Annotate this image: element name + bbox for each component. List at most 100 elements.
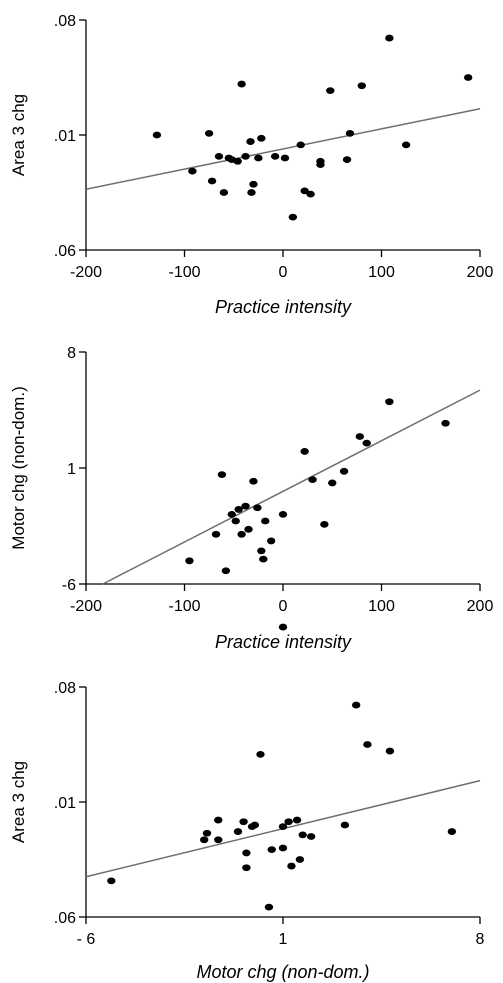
panel-area3-vs-practice-intensity: -200 -100 0 100 200 .06 .01 .08 Practice intensi… [9, 13, 493, 317]
data-point [278, 823, 288, 831]
data-point [247, 189, 256, 196]
x-tick-label: -200 [70, 598, 102, 615]
data-point [385, 34, 394, 42]
x-tick-label: 100 [368, 598, 395, 615]
data-point [217, 471, 227, 479]
data-point [278, 511, 288, 518]
data-point [214, 152, 224, 160]
data-point [298, 831, 307, 839]
data-point [257, 547, 266, 555]
data-point [227, 511, 236, 518]
data-point [342, 156, 352, 164]
data-point [244, 525, 253, 533]
data-point [296, 141, 305, 149]
data-point [188, 167, 197, 175]
data-point [292, 816, 302, 824]
data-point [253, 504, 262, 512]
data-point [385, 398, 394, 406]
regression-line [85, 107, 481, 190]
y-tick-label: .08 [54, 13, 76, 30]
x-tick-label: -100 [168, 598, 200, 615]
data-point [219, 189, 229, 196]
x-axis-title: Motor chg (non-dom.) [196, 962, 369, 982]
data-point [237, 80, 246, 88]
x-axis-title: Practice intensity [215, 297, 352, 317]
data-point [270, 152, 280, 160]
data-point [401, 141, 411, 149]
data-point [241, 152, 250, 160]
data-point [233, 157, 242, 165]
data-point [278, 844, 288, 852]
data-point [441, 419, 450, 427]
regression-line [102, 389, 481, 585]
data-point [362, 439, 371, 447]
data-point [256, 750, 265, 758]
x-tick-label: 100 [368, 264, 395, 281]
data-point [202, 829, 212, 837]
x-tick-label: 200 [467, 598, 494, 615]
y-tick-label: -6 [62, 577, 76, 594]
data-point [257, 134, 266, 142]
data-point [107, 877, 116, 885]
data-point [340, 821, 350, 829]
y-tick-label: .01 [54, 795, 76, 812]
data-point [357, 82, 366, 90]
data-point [278, 623, 288, 631]
data-point [242, 849, 251, 857]
data-point [320, 520, 329, 528]
data-point [249, 477, 258, 485]
data-point [234, 506, 243, 513]
y-tick-label: .06 [54, 910, 76, 927]
data-point [295, 856, 305, 863]
data-point [200, 836, 209, 844]
data-point [214, 836, 223, 844]
x-tick-label: 200 [467, 264, 494, 281]
data-point [221, 567, 231, 575]
data-point [204, 129, 214, 137]
data-point [306, 833, 316, 840]
data-point [237, 530, 246, 538]
data-point [339, 467, 349, 475]
data-point [211, 530, 221, 538]
data-point [261, 517, 270, 525]
x-axis-title: Practice intensity [215, 632, 352, 652]
data-point [259, 555, 268, 563]
data-point [316, 161, 325, 168]
y-tick-label: 8 [67, 345, 76, 362]
data-point [287, 862, 296, 870]
y-axis-title: Area 3 chg [9, 761, 28, 843]
data-point [308, 476, 317, 483]
panel-area3-vs-motor: - 6 1 8 .06 .01 .08 Motor chg (non-dom.) Area 3… [9, 680, 485, 982]
data-point [447, 828, 457, 835]
x-tick-label: - 6 [77, 931, 96, 948]
data-point [306, 190, 315, 198]
y-tick-label: 1 [67, 461, 76, 478]
data-point [207, 177, 217, 185]
data-point [328, 479, 337, 487]
data-point [267, 846, 276, 854]
data-point [284, 818, 293, 826]
y-tick-label: .01 [54, 128, 76, 145]
x-tick-label: -200 [70, 264, 102, 281]
data-point [326, 87, 335, 95]
x-tick-label: 1 [279, 931, 288, 948]
data-point [463, 74, 473, 81]
data-point [300, 448, 309, 455]
x-tick-label: 0 [279, 598, 288, 615]
data-point [242, 864, 251, 872]
data-point [351, 701, 361, 709]
data-point [246, 138, 255, 145]
data-point [233, 828, 243, 835]
data-point [254, 154, 263, 162]
x-tick-label: -100 [168, 264, 200, 281]
data-point [385, 747, 395, 755]
data-point [355, 433, 365, 440]
data-point [231, 517, 240, 525]
data-point [264, 903, 274, 911]
data-point [249, 180, 258, 188]
data-point [345, 129, 355, 137]
data-point [280, 154, 290, 162]
data-point [152, 131, 162, 139]
data-point [185, 557, 194, 565]
x-tick-label: 0 [279, 264, 288, 281]
